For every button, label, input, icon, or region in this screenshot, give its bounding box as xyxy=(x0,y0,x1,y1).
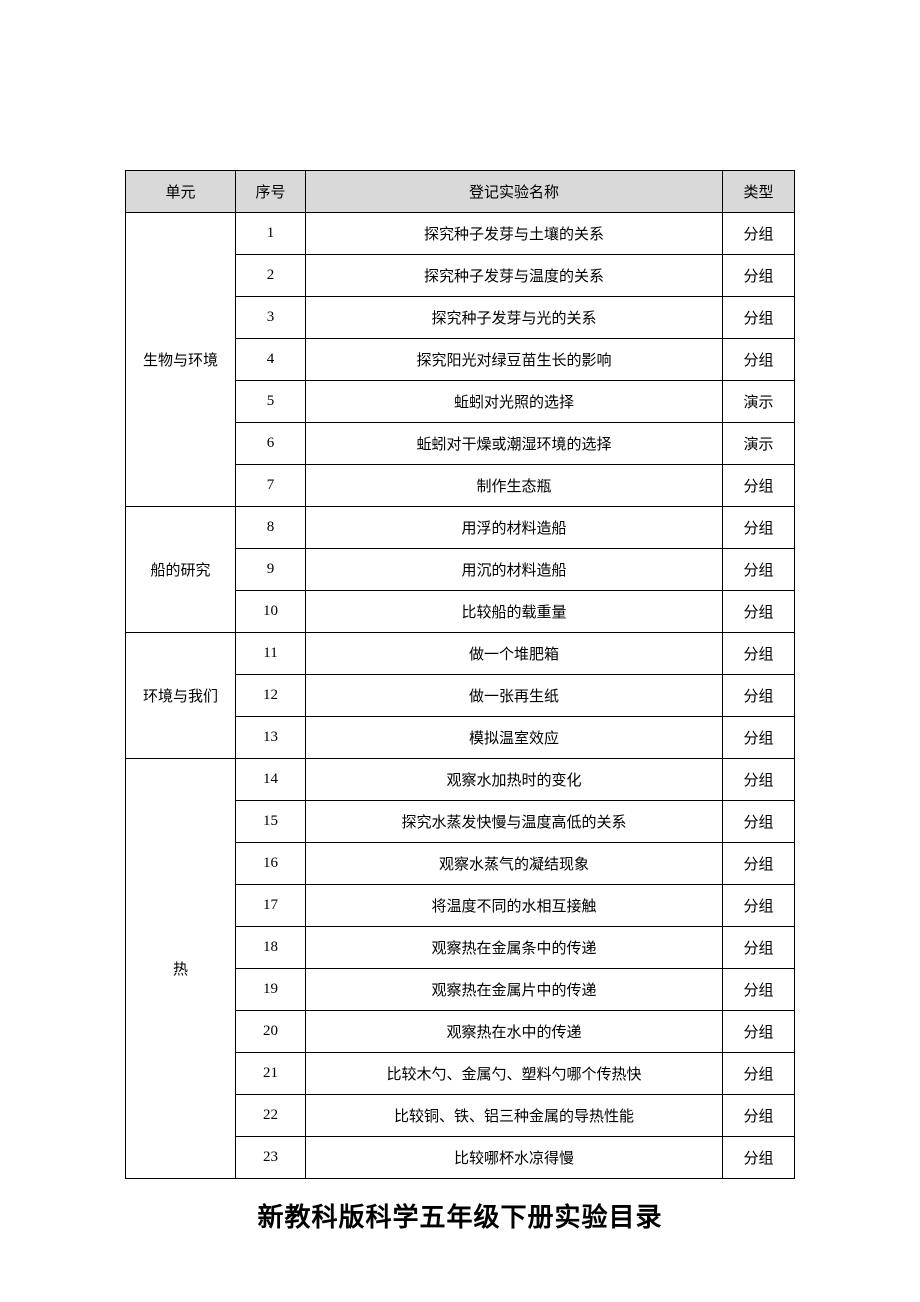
experiment-name-cell: 蚯蚓对光照的选择 xyxy=(306,381,723,423)
type-cell: 分组 xyxy=(723,759,795,801)
seq-cell: 10 xyxy=(236,591,306,633)
seq-cell: 14 xyxy=(236,759,306,801)
experiment-name-cell: 观察热在金属条中的传递 xyxy=(306,927,723,969)
table-body: 生物与环境1探究种子发芽与土壤的关系分组2探究种子发芽与温度的关系分组3探究种子… xyxy=(126,213,795,1179)
type-cell: 分组 xyxy=(723,885,795,927)
experiment-name-cell: 用沉的材料造船 xyxy=(306,549,723,591)
experiment-name-cell: 将温度不同的水相互接触 xyxy=(306,885,723,927)
seq-cell: 2 xyxy=(236,255,306,297)
seq-cell: 18 xyxy=(236,927,306,969)
page-title: 新教科版科学五年级下册实验目录 xyxy=(125,1197,795,1234)
header-name: 登记实验名称 xyxy=(306,171,723,213)
seq-cell: 7 xyxy=(236,465,306,507)
experiment-name-cell: 观察热在金属片中的传递 xyxy=(306,969,723,1011)
experiment-table: 单元 序号 登记实验名称 类型 生物与环境1探究种子发芽与土壤的关系分组2探究种… xyxy=(125,170,795,1179)
type-cell: 分组 xyxy=(723,1053,795,1095)
type-cell: 分组 xyxy=(723,255,795,297)
experiment-name-cell: 制作生态瓶 xyxy=(306,465,723,507)
experiment-name-cell: 模拟温室效应 xyxy=(306,717,723,759)
type-cell: 演示 xyxy=(723,381,795,423)
header-type: 类型 xyxy=(723,171,795,213)
seq-cell: 19 xyxy=(236,969,306,1011)
type-cell: 分组 xyxy=(723,633,795,675)
seq-cell: 16 xyxy=(236,843,306,885)
seq-cell: 11 xyxy=(236,633,306,675)
type-cell: 分组 xyxy=(723,1095,795,1137)
experiment-name-cell: 做一张再生纸 xyxy=(306,675,723,717)
type-cell: 分组 xyxy=(723,339,795,381)
experiment-name-cell: 观察水蒸气的凝结现象 xyxy=(306,843,723,885)
experiment-name-cell: 观察热在水中的传递 xyxy=(306,1011,723,1053)
seq-cell: 21 xyxy=(236,1053,306,1095)
type-cell: 分组 xyxy=(723,1137,795,1179)
experiment-name-cell: 探究阳光对绿豆苗生长的影响 xyxy=(306,339,723,381)
seq-cell: 9 xyxy=(236,549,306,591)
seq-cell: 1 xyxy=(236,213,306,255)
seq-cell: 12 xyxy=(236,675,306,717)
seq-cell: 23 xyxy=(236,1137,306,1179)
type-cell: 分组 xyxy=(723,465,795,507)
experiment-name-cell: 比较木勺、金属勺、塑料勺哪个传热快 xyxy=(306,1053,723,1095)
experiment-name-cell: 做一个堆肥箱 xyxy=(306,633,723,675)
type-cell: 演示 xyxy=(723,423,795,465)
seq-cell: 8 xyxy=(236,507,306,549)
table-row: 船的研究8用浮的材料造船分组 xyxy=(126,507,795,549)
type-cell: 分组 xyxy=(723,1011,795,1053)
type-cell: 分组 xyxy=(723,927,795,969)
experiment-name-cell: 探究种子发芽与温度的关系 xyxy=(306,255,723,297)
seq-cell: 3 xyxy=(236,297,306,339)
table-row: 环境与我们11做一个堆肥箱分组 xyxy=(126,633,795,675)
type-cell: 分组 xyxy=(723,507,795,549)
unit-cell: 环境与我们 xyxy=(126,633,236,759)
unit-cell: 热 xyxy=(126,759,236,1179)
table-header-row: 单元 序号 登记实验名称 类型 xyxy=(126,171,795,213)
experiment-name-cell: 比较船的载重量 xyxy=(306,591,723,633)
type-cell: 分组 xyxy=(723,549,795,591)
table-row: 生物与环境1探究种子发芽与土壤的关系分组 xyxy=(126,213,795,255)
seq-cell: 5 xyxy=(236,381,306,423)
type-cell: 分组 xyxy=(723,717,795,759)
experiment-name-cell: 探究种子发芽与光的关系 xyxy=(306,297,723,339)
seq-cell: 15 xyxy=(236,801,306,843)
experiment-name-cell: 蚯蚓对干燥或潮湿环境的选择 xyxy=(306,423,723,465)
table-row: 热14观察水加热时的变化分组 xyxy=(126,759,795,801)
seq-cell: 4 xyxy=(236,339,306,381)
type-cell: 分组 xyxy=(723,213,795,255)
type-cell: 分组 xyxy=(723,969,795,1011)
seq-cell: 6 xyxy=(236,423,306,465)
type-cell: 分组 xyxy=(723,297,795,339)
type-cell: 分组 xyxy=(723,591,795,633)
unit-cell: 船的研究 xyxy=(126,507,236,633)
unit-cell: 生物与环境 xyxy=(126,213,236,507)
type-cell: 分组 xyxy=(723,675,795,717)
experiment-name-cell: 探究水蒸发快慢与温度高低的关系 xyxy=(306,801,723,843)
seq-cell: 22 xyxy=(236,1095,306,1137)
experiment-name-cell: 观察水加热时的变化 xyxy=(306,759,723,801)
experiment-name-cell: 探究种子发芽与土壤的关系 xyxy=(306,213,723,255)
seq-cell: 17 xyxy=(236,885,306,927)
header-unit: 单元 xyxy=(126,171,236,213)
experiment-name-cell: 比较铜、铁、铝三种金属的导热性能 xyxy=(306,1095,723,1137)
seq-cell: 13 xyxy=(236,717,306,759)
experiment-name-cell: 比较哪杯水凉得慢 xyxy=(306,1137,723,1179)
header-seq: 序号 xyxy=(236,171,306,213)
experiment-name-cell: 用浮的材料造船 xyxy=(306,507,723,549)
seq-cell: 20 xyxy=(236,1011,306,1053)
type-cell: 分组 xyxy=(723,801,795,843)
type-cell: 分组 xyxy=(723,843,795,885)
